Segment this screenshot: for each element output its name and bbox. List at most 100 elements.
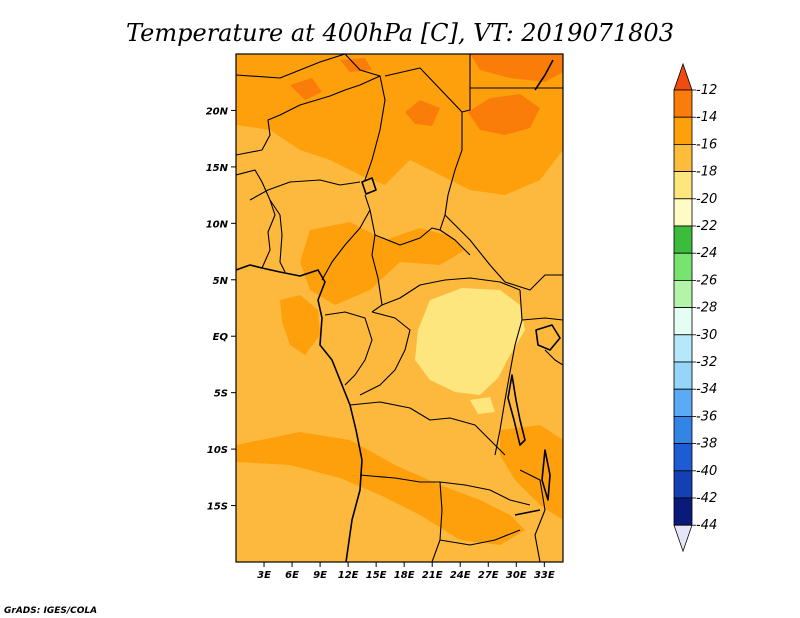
- colorbar-swatch: [673, 443, 693, 472]
- lon-tick-label: 27E: [478, 570, 499, 581]
- lat-tick-label: 5N: [213, 276, 229, 287]
- border-botswana: [439, 529, 521, 546]
- colorbar-label: -22: [696, 219, 717, 234]
- temperature-shading: [236, 54, 563, 545]
- hot-spot-sudan: [468, 94, 540, 135]
- border-mali-niger: [236, 75, 381, 156]
- red-sea-coast: [534, 59, 554, 91]
- border-benin-togo: [269, 199, 286, 273]
- longitude-axis: 3E 6E 9E 12E 15E 18E 21E 24E 27E 30E 33E: [257, 562, 555, 581]
- colorbar-swatch: [673, 116, 693, 145]
- grads-credit: GrADS: IGES/COLA: [4, 606, 97, 616]
- hot-spot-niger: [290, 78, 322, 100]
- colorbar-label: -38: [696, 437, 717, 452]
- lake-malawi: [541, 449, 551, 501]
- country-borders: [236, 54, 563, 562]
- colorbar-label: -16: [696, 137, 717, 152]
- lake-victoria: [535, 324, 561, 351]
- map-frame: [235, 53, 564, 563]
- border-tanzania: [544, 349, 563, 366]
- border-sudan-south: [444, 214, 563, 291]
- lat-tick-label: EQ: [213, 332, 229, 343]
- border-cameroon-car: [369, 209, 383, 313]
- lake-kariba: [514, 509, 541, 516]
- colorbar-swatch: [673, 307, 693, 336]
- lat-tick-label: 15S: [207, 502, 228, 513]
- colorbar-swatch: [673, 470, 693, 499]
- border-chad-car: [374, 227, 471, 256]
- lon-tick-label: 6E: [285, 570, 299, 581]
- colorbar-label: -24: [696, 246, 717, 261]
- colorbar-label: -26: [696, 273, 717, 288]
- border-libya-niger-chad: [344, 54, 386, 181]
- latitude-axis: 20N 15N 10N 5N EQ 5S 10S 15S: [206, 106, 236, 513]
- warm-region-south-band: [236, 432, 525, 545]
- map-plot-area: [235, 53, 564, 563]
- colorbar-swatch: [673, 497, 693, 526]
- lon-tick-label: 21E: [422, 570, 443, 581]
- lon-tick-label: 18E: [394, 570, 415, 581]
- colorbar-label: -42: [696, 491, 717, 506]
- colorbar-swatch: [673, 388, 693, 417]
- lat-tick-label: 15N: [206, 163, 229, 174]
- lon-tick-label: 15E: [366, 570, 387, 581]
- colorbar-label: -12: [696, 83, 717, 98]
- lon-tick-label: 9E: [313, 570, 327, 581]
- west-coastline: [236, 264, 363, 562]
- colorbar-label: -36: [696, 409, 717, 424]
- lake-tanganyika: [507, 374, 526, 446]
- border-burkina-coast: [236, 169, 276, 269]
- border-gabon-congo: [324, 311, 373, 386]
- lon-tick-label: 33E: [534, 570, 555, 581]
- colorbar-swatch: [673, 279, 693, 308]
- border-uganda-kenya: [521, 317, 563, 321]
- border-chad-sudan: [439, 112, 463, 231]
- colorbar-legend: -12 -14 -16 -18 -20 -22 -24 -26 -28 -30 -32 -34 -36 -…: [673, 62, 717, 553]
- colorbar-label: -34: [696, 382, 717, 397]
- colorbar-label: -30: [696, 328, 717, 343]
- colorbar-swatch: [673, 198, 693, 227]
- colorbar-swatch: [673, 334, 693, 363]
- colorbar-label: -20: [696, 192, 717, 207]
- lat-tick-label: 5S: [214, 389, 228, 400]
- warm-region-gulf: [280, 295, 320, 355]
- colorbar-swatch: [673, 89, 693, 118]
- colorbar-label: -40: [696, 464, 717, 479]
- border-congo-drc: [359, 311, 411, 396]
- hot-spot-chad: [405, 100, 440, 126]
- cool-region-small: [470, 397, 495, 414]
- border-drc-angola: [349, 401, 506, 456]
- border-niger-nigeria: [249, 179, 361, 201]
- colorbar-label: -18: [696, 165, 717, 180]
- lon-tick-label: 3E: [257, 570, 271, 581]
- cool-region-congo: [415, 288, 525, 395]
- colorbar-swatch: [673, 171, 693, 200]
- lon-tick-label: 24E: [450, 570, 471, 581]
- border-zimbabwe-moz: [519, 469, 546, 562]
- colorbar-swatch: [673, 361, 693, 390]
- border-algeria-niger: [236, 54, 346, 79]
- colorbar-swatch: [673, 143, 693, 172]
- lat-tick-label: 10N: [206, 219, 229, 230]
- lon-tick-label: 12E: [338, 570, 359, 581]
- colorbar-label: -28: [696, 301, 717, 316]
- colorbar-bottom-arrow: [673, 524, 693, 553]
- lat-tick-label: 20N: [206, 106, 229, 117]
- colorbar-swatch: [673, 415, 693, 444]
- lake-chad: [361, 177, 377, 195]
- border-nigeria-cameroon: [321, 194, 371, 281]
- colorbar-top-arrow: [673, 62, 693, 91]
- warm-region-central: [300, 222, 465, 305]
- colorbar-label: -44: [696, 518, 717, 533]
- hot-spot-north: [470, 54, 563, 82]
- lon-tick-label: 30E: [506, 570, 527, 581]
- colorbar-swatch: [673, 225, 693, 254]
- border-zambia-south: [439, 481, 531, 506]
- border-car-drc: [381, 277, 521, 306]
- lat-tick-label: 10S: [207, 445, 228, 456]
- colorbar-swatch: [673, 252, 693, 281]
- colorbar-label: -32: [696, 355, 717, 370]
- map-title: Temperature at 400hPa [C], VT: 201907180…: [126, 19, 674, 47]
- colorbar-label: -14: [696, 110, 717, 125]
